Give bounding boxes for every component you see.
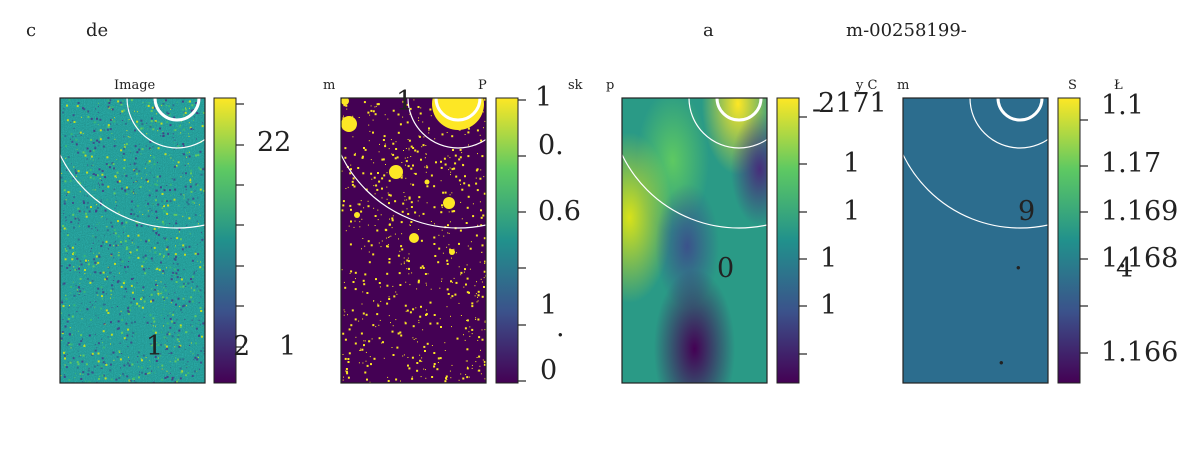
colorbar-image-tick-label: 22 [257, 127, 292, 158]
panel-background [621, 97, 807, 384]
background-frame [621, 97, 768, 384]
header-label-a: a [703, 20, 714, 41]
panel-title-model-extra: Ł [1114, 78, 1123, 93]
panel-title-image: Image [114, 78, 156, 93]
colorbar-background [776, 97, 800, 384]
stray-label: . [997, 340, 1006, 371]
colorbar-image [213, 97, 237, 384]
panel-title-model-right: S [1068, 78, 1077, 93]
colorbar-background-tick-label: 1 [820, 290, 838, 321]
colorbar-model-tick-label: 1.1 [1101, 90, 1144, 121]
colorbar-model-tick-label: 1.166 [1101, 337, 1179, 368]
colorbar-mask-tick-label: 0. [538, 130, 564, 161]
panel-title-mask-extra: sk [568, 78, 583, 93]
header-label-de: de [86, 20, 109, 41]
colorbar-background-ticks [799, 116, 807, 355]
colorbar-mask-tick-label: 1 [535, 82, 553, 113]
colorbar-mask-ticks [518, 99, 526, 382]
colorbar-model-tick-label: 1.168 [1101, 243, 1179, 274]
colorbar-mask-tick-label: 0 [540, 355, 558, 386]
stray-label: . [1014, 245, 1023, 276]
stray-label: 1 [146, 331, 164, 362]
colorbar-model-tick-label: 1.17 [1101, 148, 1162, 179]
stray-label: - [812, 94, 822, 125]
stray-label: 0 [717, 253, 735, 284]
colorbar-model-ticks [1080, 119, 1088, 354]
panel-title-bg-right: y C [856, 78, 878, 93]
aperture-ring-mid [126, 98, 205, 149]
panel-image [59, 97, 244, 384]
colorbar-background-tick-label: 1 [843, 148, 861, 179]
colorbar-model [1057, 97, 1081, 384]
colorbar-background-tick-label: 1 [820, 243, 838, 274]
colorbar-mask [495, 97, 519, 384]
stray-label: . [556, 312, 565, 343]
aperture-ring-inner [153, 98, 201, 122]
stray-label: 1 [396, 86, 414, 117]
stray-label: 4 [1116, 253, 1134, 284]
panel-model [902, 97, 1088, 384]
panel-title-bg-left: p [606, 78, 615, 93]
colorbar-background-tick-label: 2171 [818, 88, 887, 119]
colorbar-model-tick-label: 1.169 [1101, 196, 1179, 227]
panel-title-mask-right: P [478, 78, 487, 93]
stray-label: 9 [1018, 196, 1036, 227]
model-frame [902, 97, 1049, 384]
colorbar-image-tick-label: 2 [233, 331, 251, 362]
mask-frame [340, 97, 487, 384]
colorbar-mask-tick-label: 0.6 [538, 196, 581, 227]
run-id-label: m-00258199- [846, 20, 967, 41]
header-label-c: c [26, 20, 37, 41]
panel-title-mask-left: m [323, 78, 336, 93]
panel-mask [340, 97, 526, 384]
aperture-ring-outer [60, 153, 205, 229]
image-frame [59, 97, 206, 384]
mask-sources [341, 98, 484, 255]
colorbar-mask-tick-label: 1 [540, 290, 558, 321]
colorbar-background-tick-label: 1 [843, 196, 861, 227]
colorbar-image-ticks [236, 103, 244, 348]
panel-title-model-left: m [897, 78, 910, 93]
stray-label: 1 [279, 331, 297, 362]
